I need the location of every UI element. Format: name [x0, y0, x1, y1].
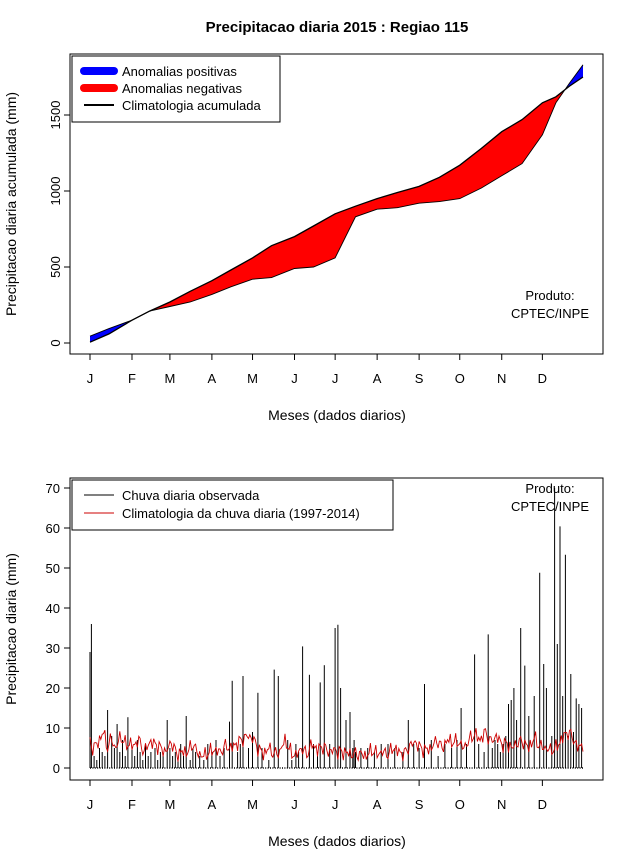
observed-accumulated-line: [89, 64, 584, 337]
bottom-x-tick-label: M: [247, 797, 258, 812]
bottom-x-tick-label: D: [538, 797, 547, 812]
bottom-y-tick-label: 10: [46, 721, 60, 736]
top-x-tick-label: A: [373, 371, 382, 386]
bottom-x-tick-label: J: [332, 797, 339, 812]
top-plot-frame: [69, 53, 604, 355]
bottom-legend-box: [71, 479, 394, 531]
bottom-x-tick-label: A: [208, 797, 217, 812]
legend-positive-label: Anomalias positivas: [122, 64, 237, 79]
bottom-y-axis-label: Precipitacao diaria (mm): [3, 553, 19, 705]
bottom-y-axis: 0 10 20 30 40 50 60 70: [46, 481, 70, 776]
figure-title: Precipitacao diaria 2015 : Regiao 115: [206, 19, 469, 36]
top-product-label: Produto:: [525, 288, 574, 303]
top-y-axis: 0 500 1000 1500: [48, 101, 70, 347]
legend-observed-label: Chuva diaria observada: [122, 488, 260, 503]
bottom-x-tick-label: J: [87, 797, 94, 812]
legend-climatology-label: Climatologia acumulada: [122, 98, 262, 113]
top-x-tick-label: M: [164, 371, 175, 386]
bottom-y-tick-label: 60: [46, 521, 60, 536]
bottom-product-source: CPTEC/INPE: [511, 499, 589, 514]
top-y-tick-label: 500: [48, 256, 63, 278]
bottom-product-label: Produto:: [525, 481, 574, 496]
top-x-tick-label: J: [87, 371, 94, 386]
top-x-tick-label: F: [128, 371, 136, 386]
top-x-tick-label: N: [497, 371, 506, 386]
bottom-x-tick-label: A: [373, 797, 382, 812]
bottom-legend: Chuva diaria observada Climatologia da c…: [71, 479, 394, 531]
negative-anomaly-area: [149, 90, 564, 312]
top-legend: Anomalias positivas Anomalias negativas …: [71, 55, 281, 123]
top-x-tick-label: S: [415, 371, 424, 386]
bottom-y-tick-label: 50: [46, 561, 60, 576]
top-x-tick-label: O: [455, 371, 465, 386]
top-y-tick-label: 1500: [48, 101, 63, 130]
bottom-x-axis-label: Meses (dados diarios): [268, 833, 406, 849]
positive-anomaly-area: [90, 311, 150, 343]
top-y-axis-label: Precipitacao diaria acumulada (mm): [3, 92, 19, 316]
top-x-tick-label: J: [291, 371, 298, 386]
bottom-y-tick-label: 30: [46, 641, 60, 656]
bottom-y-tick-label: 40: [46, 601, 60, 616]
top-y-tick-label: 1000: [48, 177, 63, 206]
top-x-tick-label: M: [247, 371, 258, 386]
climatology-accumulated-line: [89, 76, 584, 343]
accumulated-chart: 0 500 1000 1500 J F M A M J J A S O N D Meses (dados d…: [3, 53, 604, 423]
top-x-axis-label: Meses (dados diarios): [268, 407, 406, 423]
bottom-x-tick-label: F: [128, 797, 136, 812]
bottom-plot-frame: [69, 477, 604, 781]
bottom-x-tick-label: J: [291, 797, 298, 812]
bottom-x-tick-label: O: [455, 797, 465, 812]
observed-daily-bars: [89, 488, 583, 769]
legend-climatology-daily-label: Climatologia da chuva diaria (1997-2014): [122, 506, 360, 521]
top-y-tick-label: 0: [48, 339, 63, 346]
bottom-y-tick-label: 20: [46, 681, 60, 696]
bottom-y-tick-label: 70: [46, 481, 60, 496]
top-product-source: CPTEC/INPE: [511, 306, 589, 321]
daily-chart: 0 10 20 30 40 50 60 70 J F M A M J J A S O N D Meses (dado…: [3, 477, 604, 849]
legend-negative-label: Anomalias negativas: [122, 81, 242, 96]
bottom-x-tick-label: M: [164, 797, 175, 812]
top-x-tick-label: J: [332, 371, 339, 386]
bottom-y-tick-label: 0: [53, 761, 60, 776]
bottom-x-tick-label: S: [415, 797, 424, 812]
climatology-daily-line: [89, 728, 584, 762]
bottom-x-tick-label: N: [497, 797, 506, 812]
top-x-tick-label: D: [538, 371, 547, 386]
top-x-tick-label: A: [208, 371, 217, 386]
